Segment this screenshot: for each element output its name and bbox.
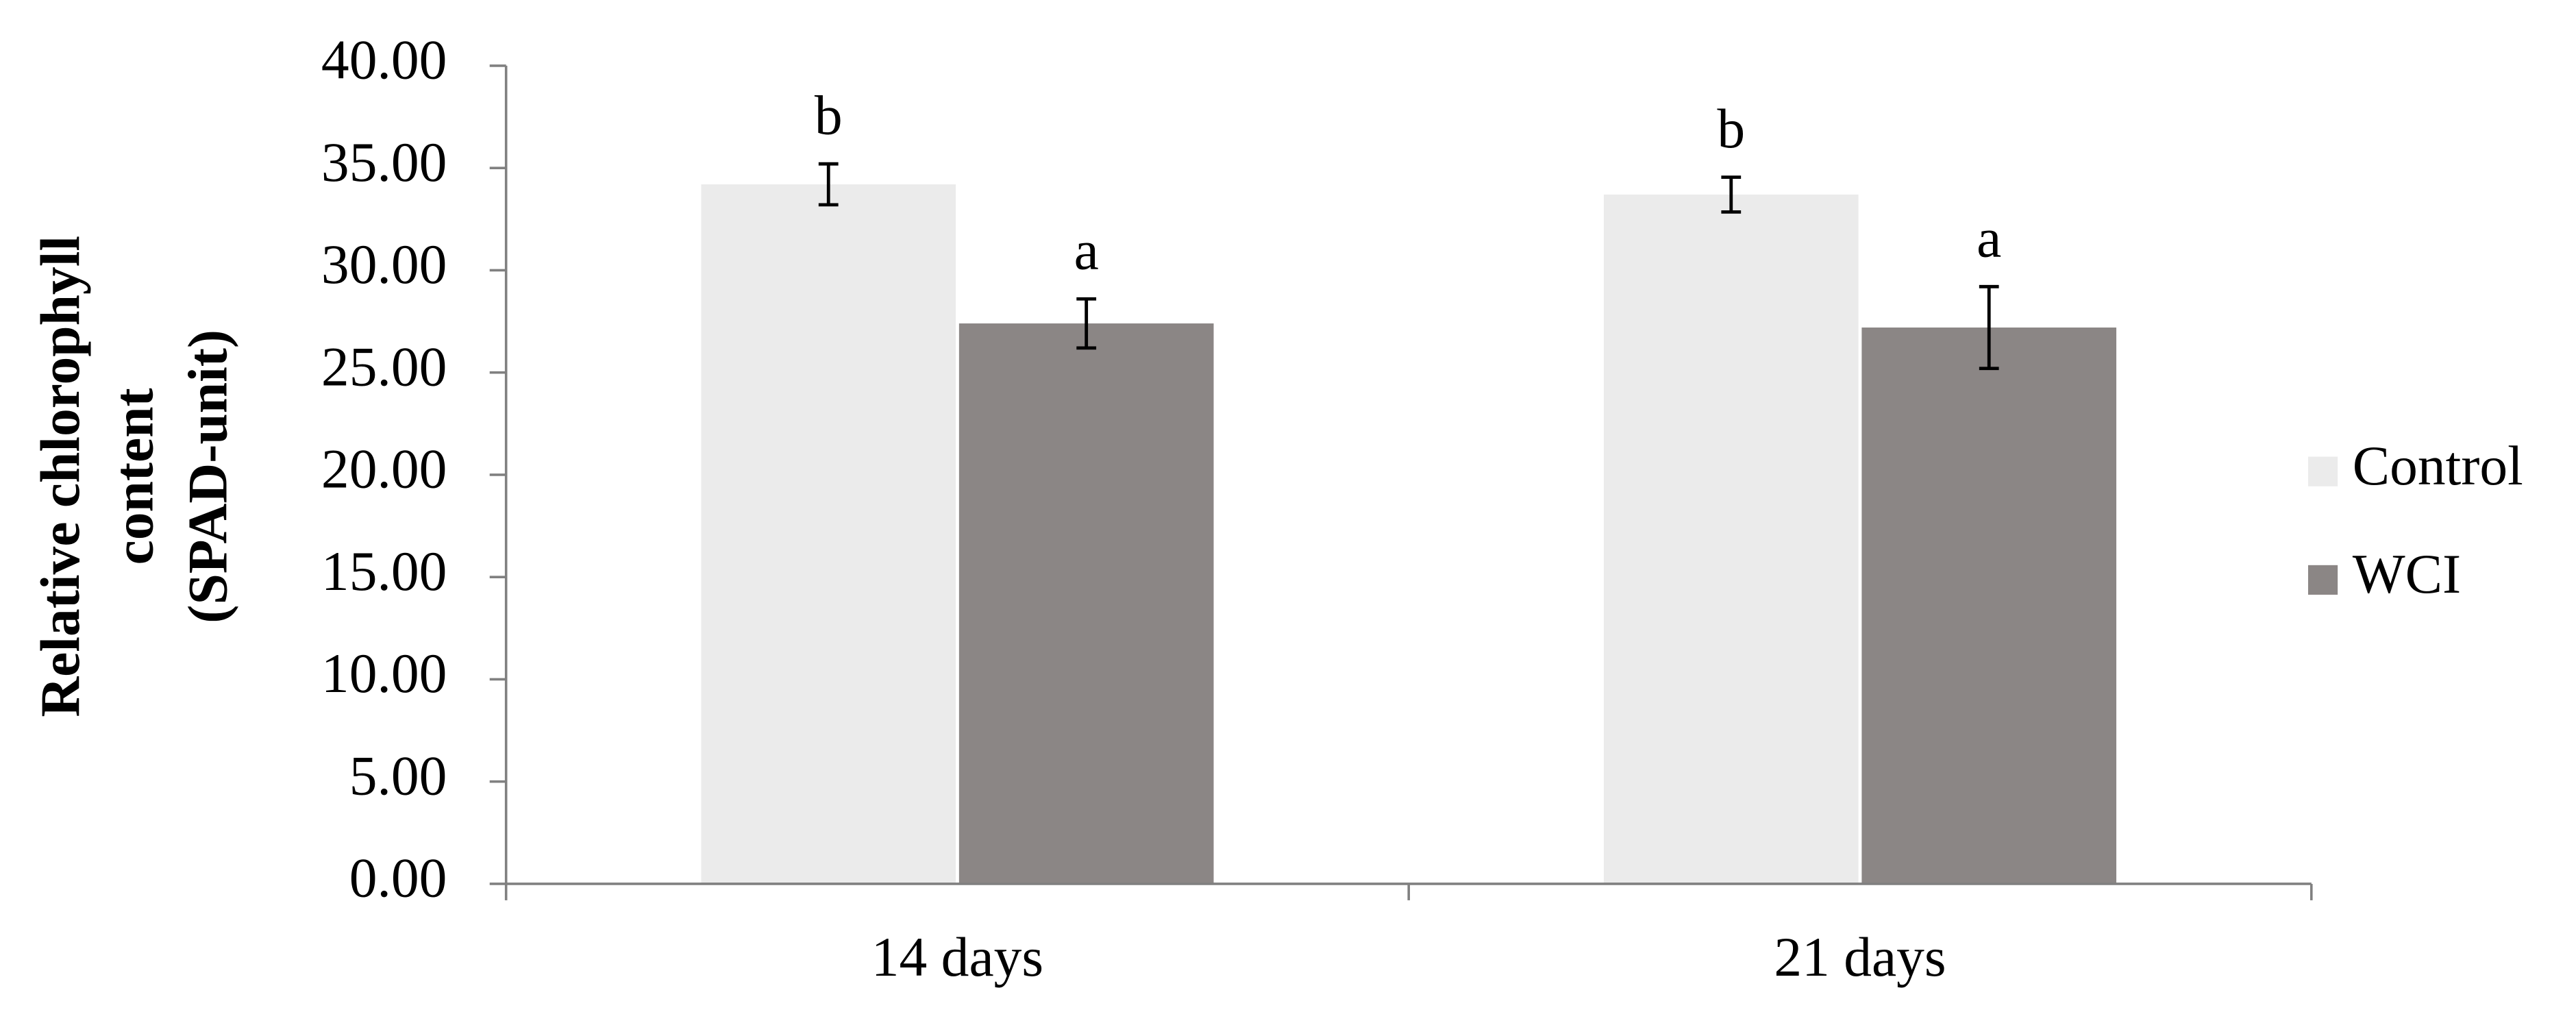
x-tick-label: 21 days — [1774, 926, 1946, 988]
legend-swatch — [2307, 565, 2338, 595]
y-tick-label: 10.00 — [321, 642, 447, 704]
y-axis-title: Relative chlorophyll content (SPAD-unit) — [29, 236, 239, 717]
significance-letter: a — [1074, 219, 1099, 282]
legend-label: WCI — [2353, 543, 2461, 605]
y-axis-title-line: content — [103, 388, 165, 565]
error-bar — [1979, 284, 1999, 371]
error-bar — [1721, 175, 1742, 214]
legend-label: Control — [2353, 434, 2523, 497]
y-tick-label: 15.00 — [321, 540, 447, 602]
x-tick-label: 14 days — [871, 926, 1043, 988]
y-tick-label: 40.00 — [321, 29, 447, 91]
bar — [701, 184, 956, 884]
bar — [958, 323, 1214, 884]
error-bar — [818, 162, 839, 207]
y-axis-title-line: (SPAD-unit) — [177, 330, 239, 624]
bar — [1861, 328, 2117, 884]
y-tick-label: 30.00 — [321, 233, 447, 295]
y-tick-label: 25.00 — [321, 335, 447, 397]
y-axis-title-line: Relative chlorophyll — [29, 236, 91, 717]
y-tick-label: 0.00 — [349, 847, 447, 909]
y-tick-label: 5.00 — [349, 744, 447, 806]
y-tick-label: 35.00 — [321, 131, 447, 193]
significance-letter: a — [1977, 207, 2001, 269]
error-bar — [1076, 297, 1097, 350]
bar — [1603, 194, 1859, 884]
legend-swatch — [2307, 456, 2338, 486]
y-tick-label: 20.00 — [321, 438, 447, 500]
significance-letter: b — [815, 84, 843, 147]
significance-letter: b — [1717, 97, 1745, 160]
